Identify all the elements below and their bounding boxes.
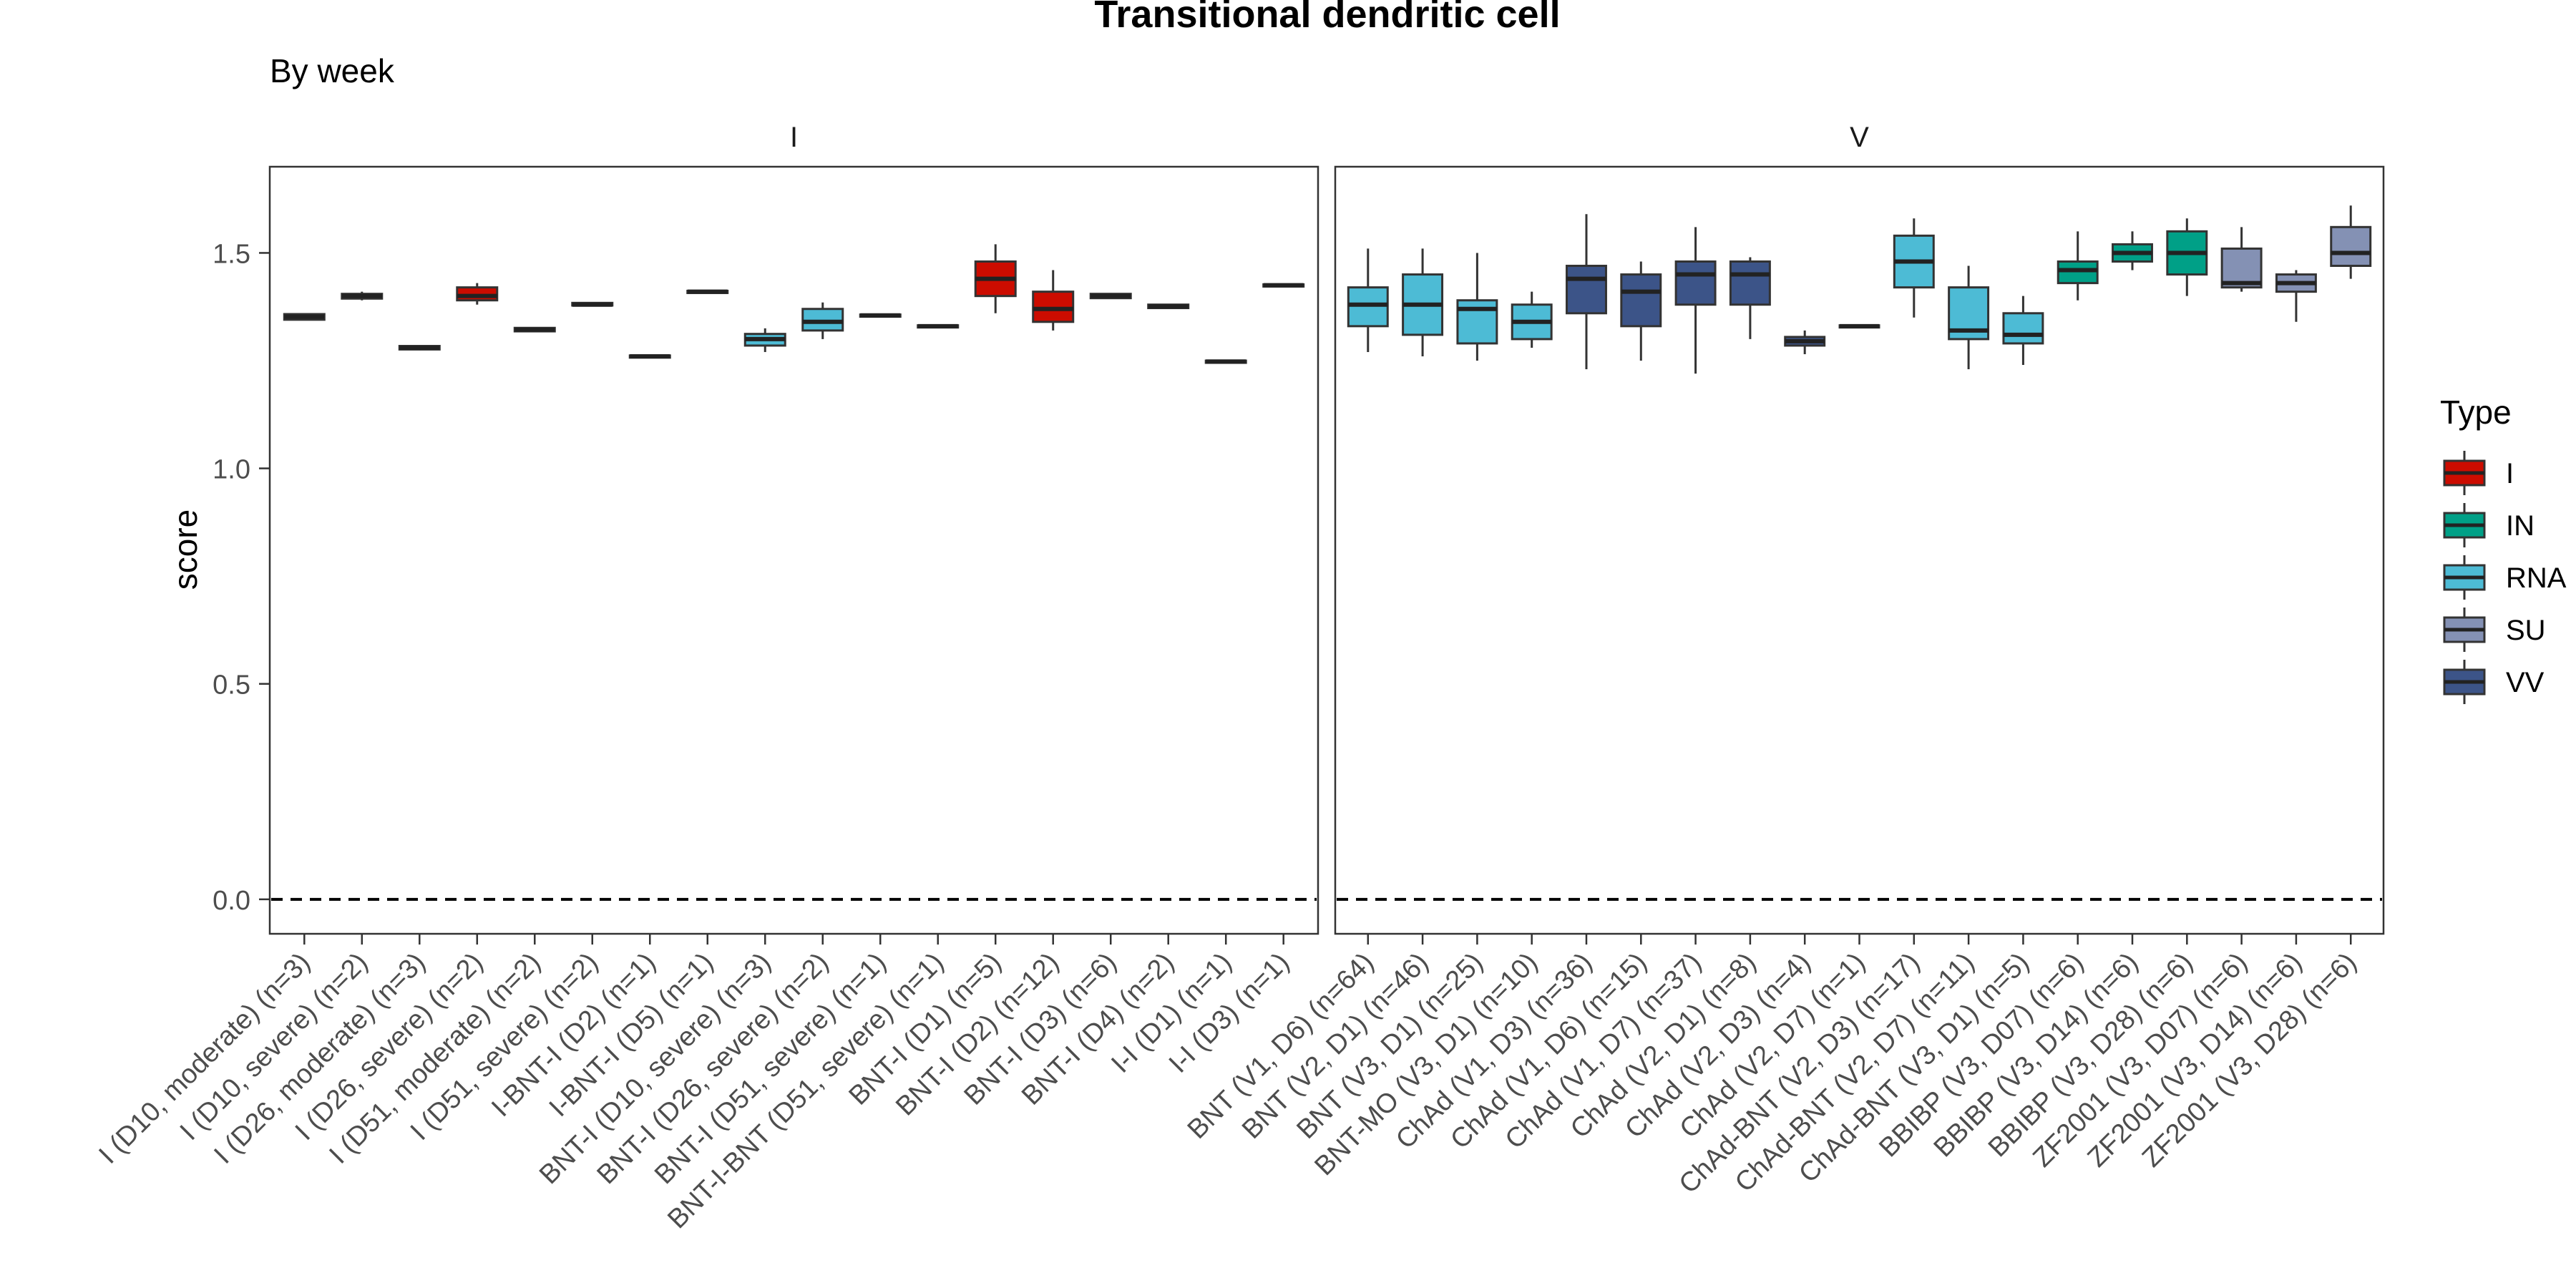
box-iqr — [2220, 247, 2263, 289]
panel-border — [268, 165, 1319, 935]
box-iqr — [1347, 286, 1389, 328]
legend-label: RNA — [2506, 562, 2567, 594]
y-tick-label: 1.5 — [213, 239, 250, 269]
legend-label: VV — [2506, 667, 2545, 698]
y-axis-title: score — [167, 509, 204, 590]
panels: 0.0 0.5 1.0 1.5II (D10, moderate) (n=3)I (D… — [93, 122, 2385, 1234]
box-iqr — [2330, 225, 2372, 268]
box-iqr — [1566, 265, 1607, 315]
strip-label: I — [790, 122, 798, 153]
legend: Type I IN RNA SU VV — [2440, 394, 2567, 704]
y-tick-label: 0.0 — [213, 886, 250, 916]
box-iqr — [1674, 260, 1717, 306]
legend-entry-VV: VV — [2443, 660, 2545, 704]
chart-subtitle: By week — [270, 52, 395, 89]
legend-entry-SU: SU — [2443, 608, 2546, 652]
chart-title: Transitional dendritic cell — [1094, 0, 1560, 36]
panel-I: II (D10, moderate) (n=3)I (D10, severe) … — [93, 122, 1319, 1234]
legend-label: SU — [2506, 615, 2546, 646]
legend-entry-IN: IN — [2443, 503, 2534, 547]
box-iqr — [1456, 299, 1498, 345]
box-iqr — [456, 286, 499, 302]
box-iqr — [1032, 291, 1075, 323]
legend-title: Type — [2440, 394, 2512, 431]
y-tick-label: 1.0 — [213, 455, 250, 485]
legend-label: I — [2506, 458, 2514, 489]
box-iqr — [1729, 260, 1771, 306]
legend-entry-RNA: RNA — [2443, 555, 2567, 600]
panel-border — [1334, 165, 2385, 935]
box-iqr — [2002, 312, 2044, 345]
strip-label: V — [1850, 122, 1869, 153]
box-iqr — [801, 308, 844, 332]
box-iqr — [1620, 273, 1662, 328]
legend-entry-I: I — [2443, 451, 2514, 495]
legend-label: IN — [2506, 510, 2534, 542]
box-iqr — [2057, 260, 2099, 285]
y-tick-label: 0.5 — [213, 670, 250, 701]
